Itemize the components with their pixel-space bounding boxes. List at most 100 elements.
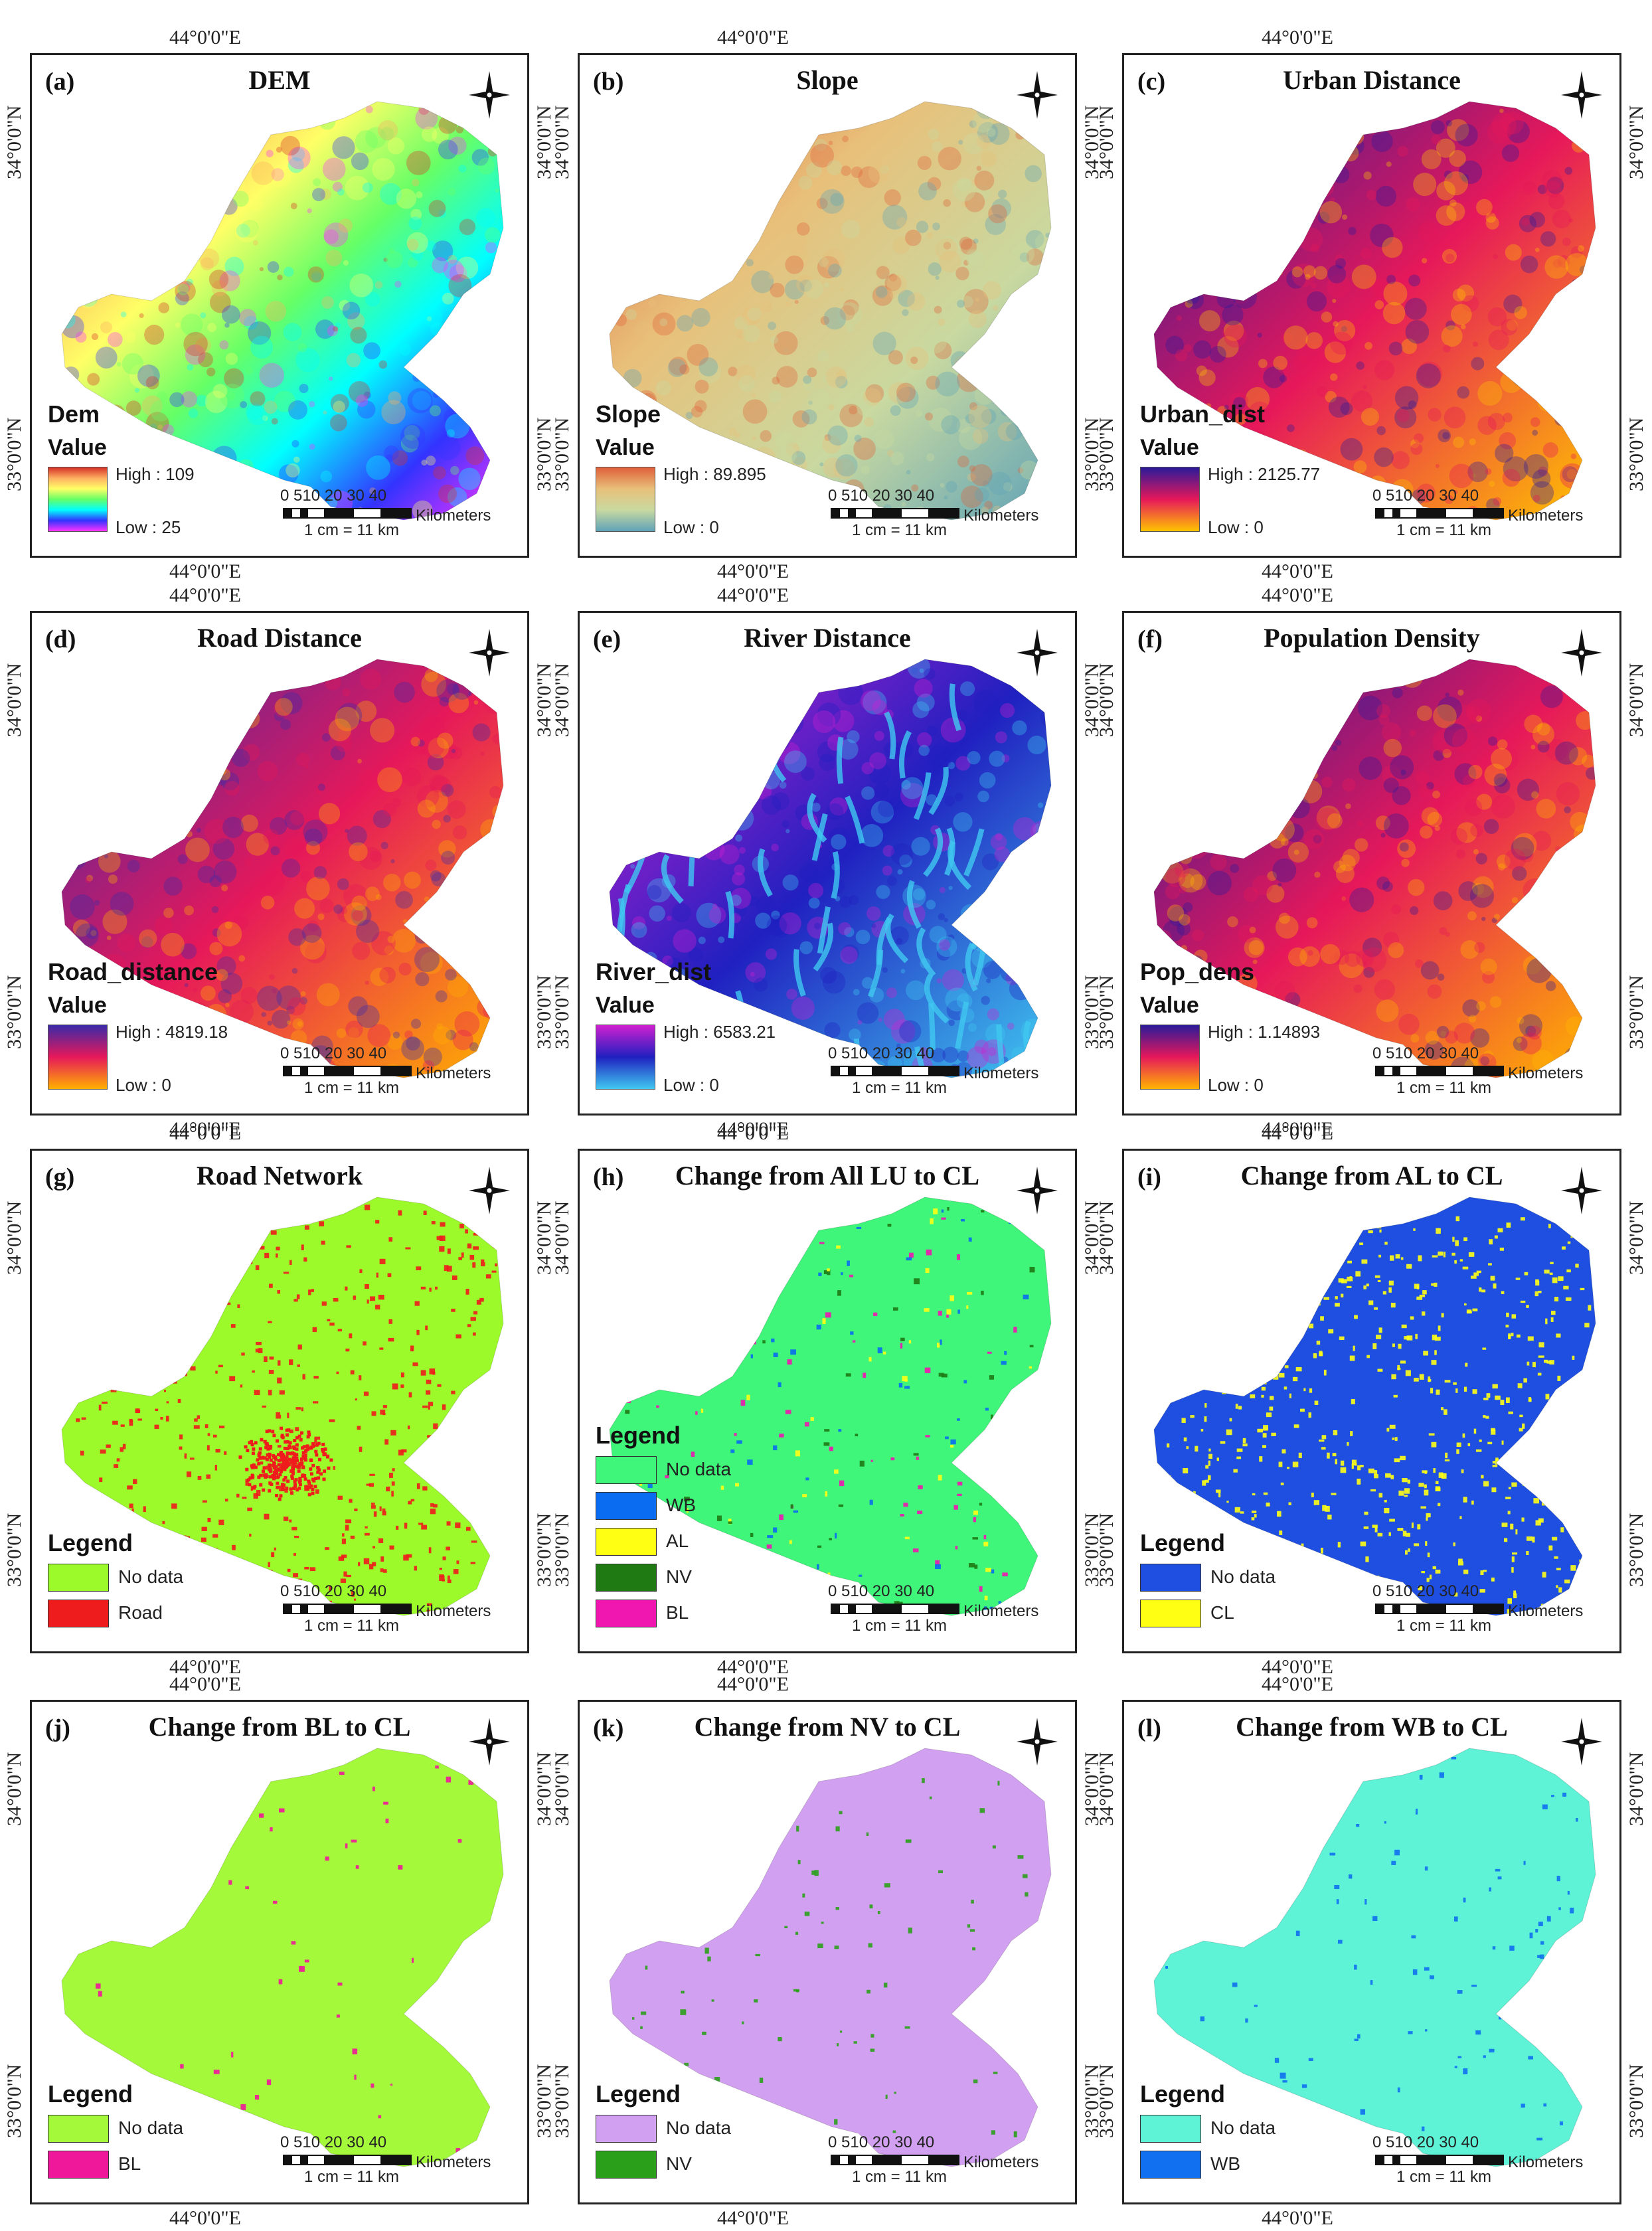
scale-bar-segment — [300, 2156, 308, 2164]
scale-bar: 0 510 20 30 40 Kilometers 1 cm = 11 km — [1370, 487, 1615, 546]
scale-bar-numbers: 0 510 20 30 40 — [280, 487, 387, 505]
legend-color-ramp — [1140, 467, 1200, 532]
legend-label: No data — [118, 2117, 184, 2138]
legend-label: BL — [666, 1602, 689, 1623]
legend-title: Pop_dens — [1140, 958, 1255, 985]
legend-swatch — [596, 1528, 657, 1556]
longitude-label-top: 44°0'0"E — [1262, 1673, 1333, 1695]
latitude-label-bottom-left: 33°0'0"N — [3, 417, 25, 491]
latitude-label-bottom-right: 33°0'0"N — [1625, 417, 1647, 491]
region-fill-no-data — [62, 1748, 503, 2167]
panel-title: River Distance — [744, 623, 911, 653]
scale-bar-segment — [380, 1605, 410, 1613]
scale-bar-segment — [284, 1067, 292, 1075]
legend-label: No data — [666, 2117, 732, 2138]
map-panel: (a) DEM Dem Value High : 109 Low : 25 0 510 20… — [30, 53, 529, 558]
legend-swatch — [596, 1564, 657, 1592]
north-arrow-icon — [1561, 629, 1602, 677]
longitude-label-bottom: 44°0'0"E — [169, 2207, 241, 2229]
scale-bar-segment — [832, 509, 840, 517]
scale-bar-segment — [1376, 1605, 1384, 1613]
raster-surface — [610, 102, 1051, 520]
legend-low-label: Low : 25 — [116, 517, 181, 537]
legend-swatch — [596, 2115, 657, 2143]
panel-letter: (k) — [593, 1714, 624, 1742]
scale-bar-segment — [1392, 1067, 1400, 1075]
scale-bar-ratio: 1 cm = 11 km — [304, 1617, 399, 1635]
latitude-label-bottom-left: 33°0'0"N — [1096, 975, 1117, 1049]
north-arrow-icon — [1017, 1167, 1058, 1214]
latitude-label-bottom-right: 33°0'0"N — [1625, 975, 1647, 1049]
scale-bar-ratio: 1 cm = 11 km — [1396, 1617, 1491, 1635]
scale-bar: 0 510 20 30 40 Kilometers 1 cm = 11 km — [278, 2133, 523, 2193]
map-panel: (f) Population Density Pop_dens Value High :… — [1122, 611, 1621, 1116]
longitude-label-top: 44°0'0"E — [1262, 27, 1333, 48]
scale-bar-segment — [1416, 509, 1446, 517]
legend-label: CL — [1210, 1602, 1234, 1623]
scale-bar-segment — [300, 509, 308, 517]
scale-bar-graphic — [1375, 1604, 1504, 1614]
latitude-label-bottom-left: 33°0'0"N — [3, 1513, 25, 1587]
panel-title: Road Network — [197, 1161, 363, 1191]
scale-bar-segment — [872, 1605, 902, 1613]
scale-bar-ratio: 1 cm = 11 km — [1396, 521, 1491, 539]
latitude-label-bottom-left: 33°0'0"N — [1096, 2064, 1117, 2138]
scale-bar-graphic — [283, 2155, 412, 2165]
north-arrow-icon — [1561, 71, 1602, 119]
latitude-label-bottom-left: 33°0'0"N — [3, 2064, 25, 2138]
latitude-label-top-left: 34°0'0"N — [1096, 105, 1117, 179]
scale-bar-numbers: 0 510 20 30 40 — [1372, 1044, 1479, 1062]
panel-title: Change from NV to CL — [694, 1712, 961, 1742]
legend-low-label: Low : 0 — [1208, 517, 1264, 537]
scale-bar-numbers: 0 510 20 30 40 — [280, 2133, 387, 2151]
scale-bar-segment — [928, 2156, 958, 2164]
legend-low-label: Low : 0 — [663, 517, 719, 537]
north-arrow-icon — [1017, 629, 1058, 677]
scale-bar-segment — [1376, 2156, 1384, 2164]
scale-bar-segment — [1473, 2156, 1503, 2164]
legend-high-label: High : 2125.77 — [1208, 464, 1321, 484]
scale-bar-graphic — [831, 1066, 959, 1076]
scale-bar-segment — [832, 1067, 840, 1075]
legend-value-title: Value — [596, 435, 655, 460]
legend-low-label: Low : 0 — [116, 1075, 171, 1095]
scale-bar-segment — [928, 509, 958, 517]
legend-color-ramp — [48, 467, 108, 532]
scale-bar-unit: Kilometers — [416, 1602, 491, 1620]
north-arrow-icon — [469, 71, 510, 119]
legend-swatch — [48, 2115, 109, 2143]
panel-letter: (b) — [593, 68, 624, 96]
scale-bar-segment — [1416, 1067, 1446, 1075]
legend-label: BL — [118, 2153, 141, 2174]
north-arrow-icon — [1017, 1718, 1058, 1766]
scale-bar-numbers: 0 510 20 30 40 — [828, 1044, 935, 1062]
legend-label: No data — [118, 1566, 184, 1587]
panel-letter: (d) — [45, 625, 76, 653]
legend-swatch — [596, 2151, 657, 2179]
longitude-label-bottom: 44°0'0"E — [717, 560, 789, 582]
latitude-label-bottom-right: 33°0'0"N — [1625, 1513, 1647, 1587]
legend-swatch — [1140, 2115, 1201, 2143]
north-arrow-icon — [1017, 71, 1058, 119]
panel-letter: (e) — [593, 625, 621, 653]
latitude-label-top-left: 34°0'0"N — [551, 663, 573, 737]
scale-bar-graphic — [831, 2155, 959, 2165]
panel-letter: (f) — [1137, 625, 1163, 653]
scale-bar-graphic — [831, 1604, 959, 1614]
scale-bar-ratio: 1 cm = 11 km — [1396, 1079, 1491, 1097]
scale-bar: 0 510 20 30 40 Kilometers 1 cm = 11 km — [1370, 1044, 1615, 1104]
map-panel: (e) River Distance River_dist Value High : 6… — [578, 611, 1077, 1116]
panel-title: Slope — [796, 65, 859, 95]
scale-bar-segment — [1392, 1605, 1400, 1613]
region-fill-no-data — [62, 1197, 503, 1615]
scale-bar-segment — [832, 1605, 840, 1613]
scale-bar: 0 510 20 30 40 Kilometers 1 cm = 11 km — [278, 1582, 523, 1642]
legend-label: NV — [666, 2153, 692, 2174]
scale-bar-segment — [872, 1067, 902, 1075]
legend-swatch — [596, 1600, 657, 1627]
scale-bar-segment — [380, 509, 410, 517]
legend-label: WB — [1210, 2153, 1241, 2174]
legend-title: Legend — [596, 2080, 681, 2107]
scale-bar-segment — [1416, 1605, 1446, 1613]
legend-title: Legend — [1140, 2080, 1226, 2107]
